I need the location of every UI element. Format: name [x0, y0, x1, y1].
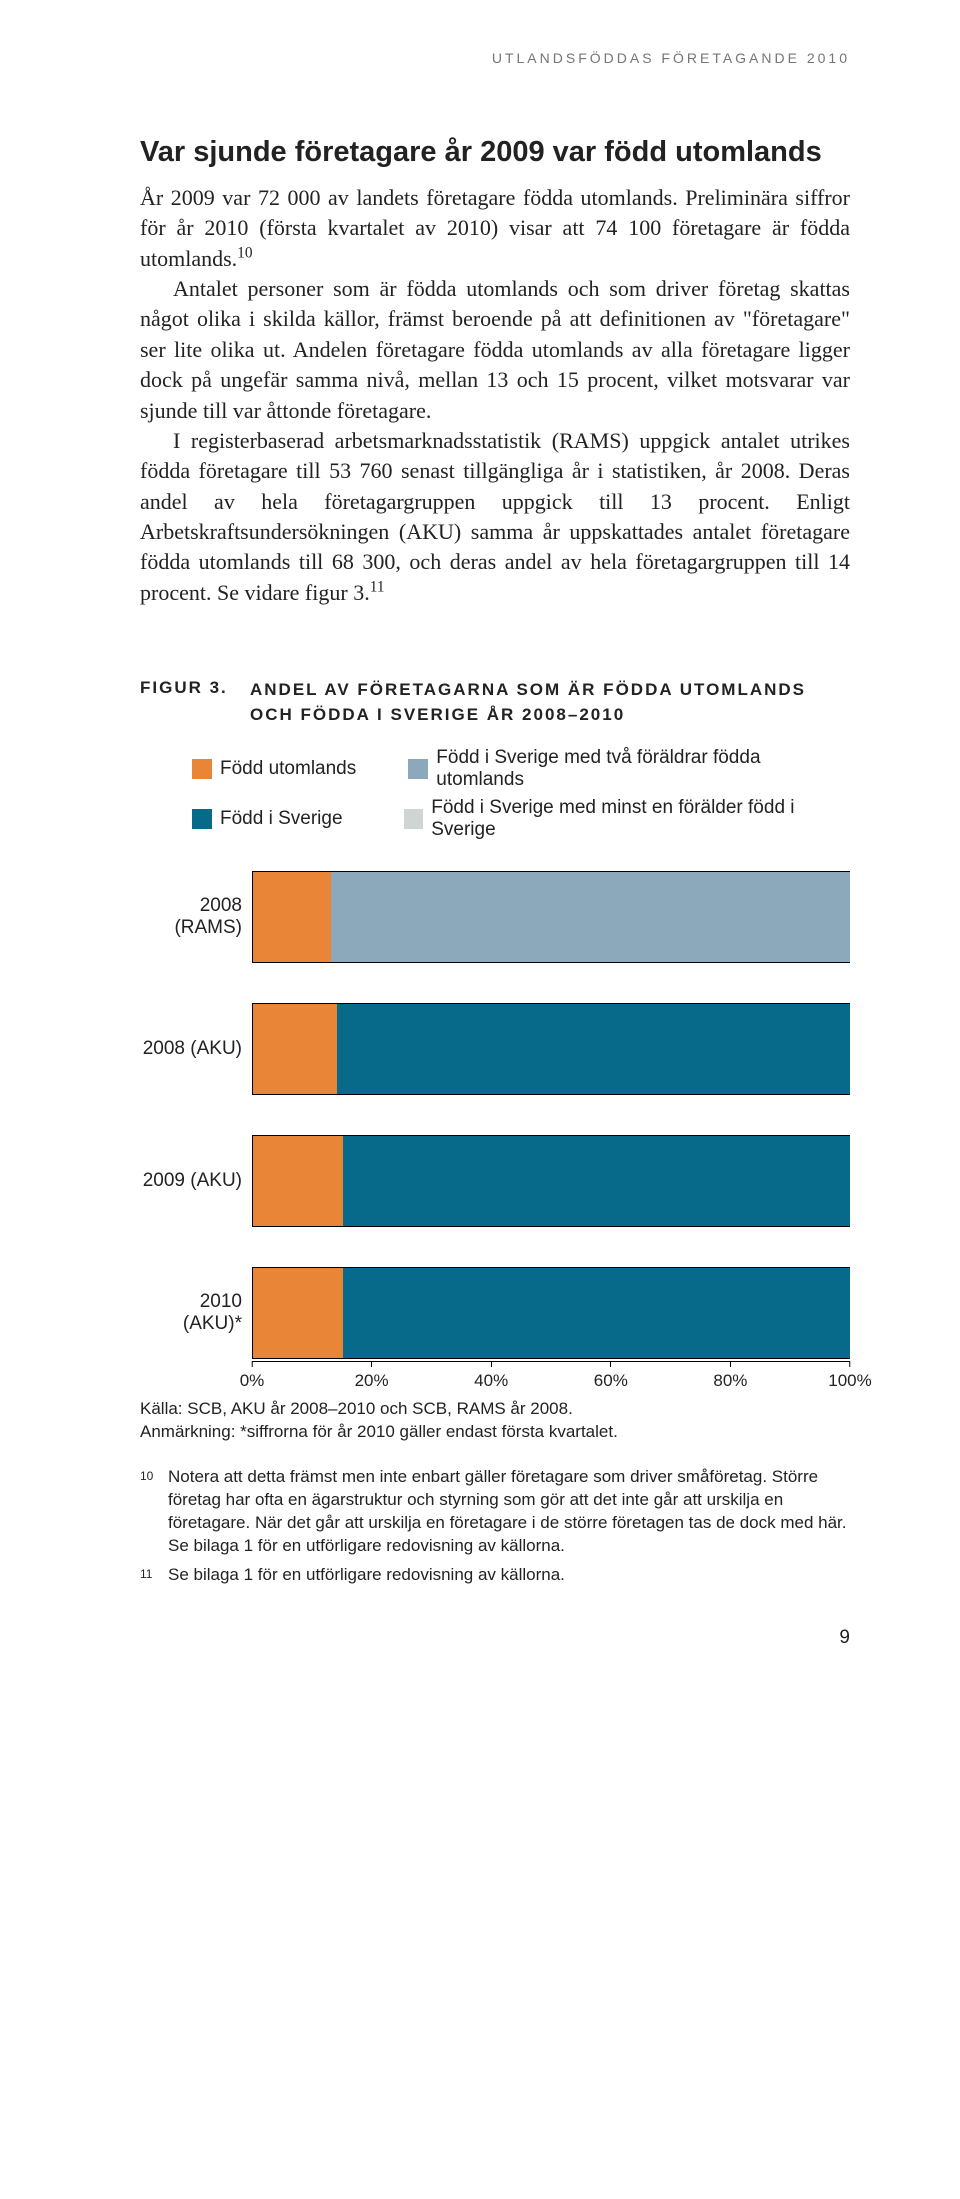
footnote-ref-11: 11 — [370, 578, 385, 595]
chart-row: 2008 (AKU) — [140, 1003, 850, 1095]
legend-item: Född i Sverige med minst en förälder föd… — [404, 797, 850, 841]
chart-bar — [252, 1267, 850, 1359]
figure-3: FIGUR 3. ANDEL AV FÖRETAGARNA SOM ÄR FÖD… — [140, 678, 850, 1444]
legend-swatch — [408, 759, 428, 779]
axis-tick: 80% — [713, 1361, 747, 1391]
figure-source: Källa: SCB, AKU år 2008–2010 och SCB, RA… — [140, 1398, 850, 1444]
chart-segment — [253, 1268, 343, 1358]
axis-tick-label: 80% — [713, 1371, 747, 1391]
chart-bar — [252, 1003, 850, 1095]
chart-segment — [253, 1136, 343, 1226]
chart-segment — [343, 1268, 850, 1358]
paragraph-2: Antalet personer som är födda utomlands … — [140, 276, 850, 422]
legend-swatch — [192, 809, 212, 829]
chart-segment — [253, 1004, 337, 1094]
legend-label: Född i Sverige med minst en förälder föd… — [431, 797, 850, 841]
paragraph-3: I registerbaserad arbetsmarknadsstatisti… — [140, 428, 850, 605]
footnotes: 10 Notera att detta främst men inte enba… — [140, 1466, 850, 1587]
chart-segment — [331, 872, 850, 962]
chart-row: 2008 (RAMS) — [140, 871, 850, 963]
axis-tick: 60% — [594, 1361, 628, 1391]
chart-legend: Född utomlands Född i Sverige med två fö… — [192, 747, 850, 841]
axis-tick-label: 40% — [474, 1371, 508, 1391]
footnote-ref-10: 10 — [237, 244, 252, 261]
footnote-number: 11 — [140, 1564, 168, 1587]
footnote: 10 Notera att detta främst men inte enba… — [140, 1466, 850, 1558]
axis-tick: 0% — [240, 1361, 265, 1391]
legend-label: Född utomlands — [220, 758, 356, 780]
page-number: 9 — [140, 1627, 850, 1649]
chart-category-label: 2010 (AKU)* — [140, 1267, 252, 1359]
stacked-bar-chart: 2008 (RAMS) 2008 (AKU) 2009 (AKU) 2010 (AKU… — [140, 871, 850, 1362]
chart-row: 2010 (AKU)* — [140, 1267, 850, 1359]
chart-category-label: 2008 (RAMS) — [140, 871, 252, 963]
footnote-text: Se bilaga 1 för en utförligare redovisni… — [168, 1564, 850, 1587]
chart-bar — [252, 871, 850, 963]
legend-label: Född i Sverige — [220, 808, 343, 830]
chart-category-label: 2008 (AKU) — [140, 1003, 252, 1095]
legend-item: Född i Sverige med två föräldrar födda u… — [408, 747, 850, 791]
chart-segment — [343, 1136, 850, 1226]
body-text: År 2009 var 72 000 av landets företagare… — [140, 183, 850, 608]
section-heading: Var sjunde företagare år 2009 var född u… — [140, 136, 850, 169]
footnote-number: 10 — [140, 1466, 168, 1558]
legend-item: Född i Sverige — [192, 797, 376, 841]
figure-caption: ANDEL AV FÖRETAGARNA SOM ÄR FÖDDA UTOMLA… — [250, 678, 850, 727]
legend-label: Född i Sverige med två föräldrar födda u… — [436, 747, 850, 791]
axis-tick: 40% — [474, 1361, 508, 1391]
legend-item: Född utomlands — [192, 747, 380, 791]
running-header: UTLANDSFÖDDAS FÖRETAGANDE 2010 — [140, 50, 850, 66]
axis-tick-label: 20% — [355, 1371, 389, 1391]
legend-swatch — [192, 759, 212, 779]
axis-tick: 100% — [828, 1361, 871, 1391]
axis-tick: 20% — [355, 1361, 389, 1391]
axis-tick-label: 0% — [240, 1371, 265, 1391]
legend-swatch — [404, 809, 423, 829]
axis-tick-label: 60% — [594, 1371, 628, 1391]
chart-bar — [252, 1135, 850, 1227]
chart-category-label: 2009 (AKU) — [140, 1135, 252, 1227]
remark-line: Anmärkning: *siffrorna för år 2010 gälle… — [140, 1421, 850, 1444]
source-line: Källa: SCB, AKU år 2008–2010 och SCB, RA… — [140, 1398, 850, 1421]
chart-segment — [337, 1004, 850, 1094]
chart-segment — [253, 872, 331, 962]
chart-row: 2009 (AKU) — [140, 1135, 850, 1227]
chart-x-axis: 0%20%40%60%80%100% — [140, 1361, 850, 1362]
figure-label: FIGUR 3. — [140, 678, 250, 727]
axis-tick-label: 100% — [828, 1371, 871, 1391]
footnote: 11 Se bilaga 1 för en utförligare redovi… — [140, 1564, 850, 1587]
footnote-text: Notera att detta främst men inte enbart … — [168, 1466, 850, 1558]
